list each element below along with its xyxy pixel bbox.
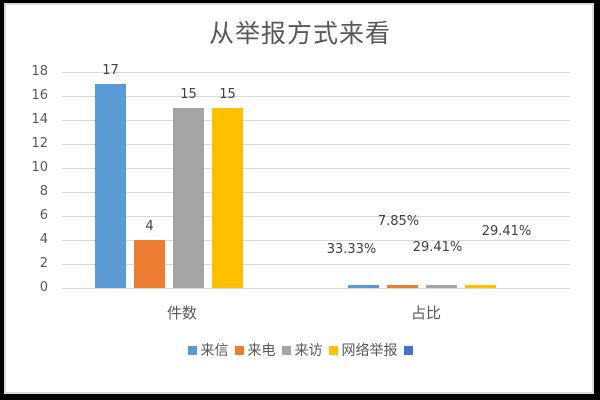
bar[interactable] [348,285,379,288]
legend-item-visit[interactable]: 来访 [281,340,323,360]
data-label: 4 [145,219,154,234]
legend-label: 来电 [247,343,276,359]
gridline [62,144,570,145]
gridline [62,72,570,73]
category-label-ratio: 占比 [410,304,441,322]
gridline [62,264,570,265]
bar[interactable] [212,108,243,288]
y-tick-label: 10 [31,160,48,175]
legend-item-online[interactable]: 网络举报 [328,340,398,360]
legend: 来信 来电 来访 网络举报 [0,340,600,360]
data-label: 29.41% [412,240,463,255]
y-tick-label: 12 [31,136,48,151]
category-label-count: 件数 [166,304,197,322]
legend-swatch-icon [328,345,338,355]
chart-title: 从举报方式来看 [208,19,391,48]
gridline [62,288,570,289]
legend-swatch-icon [234,345,244,355]
data-label: 17 [102,63,119,78]
legend-swatch-icon [403,345,413,355]
data-label: 15 [219,87,236,102]
gridline [62,240,570,241]
y-tick-label: 6 [39,208,48,223]
data-label: 7.85% [377,214,420,229]
gridline [62,96,570,97]
y-tick-label: 16 [31,88,48,103]
bar[interactable] [173,108,204,288]
bar[interactable] [134,240,165,288]
legend-label: 来访 [294,343,323,359]
data-label: 15 [180,87,197,102]
legend-item-phone[interactable]: 来电 [234,340,276,360]
gridline [62,192,570,193]
y-tick-label: 8 [39,184,48,199]
data-label: 33.33% [326,242,377,257]
y-tick-label: 0 [39,280,48,295]
bar[interactable] [426,285,457,288]
y-tick-label: 2 [39,256,48,271]
legend-item-unnamed[interactable] [403,345,413,355]
legend-label: 来信 [200,343,229,359]
gridline [62,216,570,217]
legend-swatch-icon [281,345,291,355]
legend-label: 网络举报 [341,343,398,359]
bar[interactable] [95,84,126,288]
legend-swatch-icon [187,345,197,355]
bar[interactable] [387,285,418,288]
y-tick-label: 14 [31,112,48,127]
data-label: 29.41% [481,224,532,239]
y-tick-label: 4 [39,232,48,247]
gridline [62,120,570,121]
y-tick-label: 18 [31,64,48,79]
bar[interactable] [465,285,496,288]
gridline [62,168,570,169]
legend-item-letter[interactable]: 来信 [187,340,229,360]
